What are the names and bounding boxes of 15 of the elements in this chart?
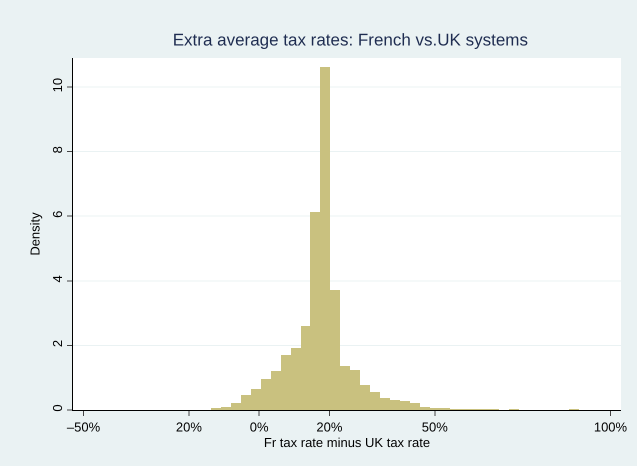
x-tick-label: 100% <box>594 420 628 435</box>
y-tick-label: 4 <box>50 275 65 282</box>
y-axis-title: Density <box>28 212 43 256</box>
x-tick-label: 50% <box>422 420 448 435</box>
y-tick-label: 6 <box>50 210 65 218</box>
x-tick-label: 20% <box>316 420 343 435</box>
chart-title: Extra average tax rates: French vs.UK systems <box>172 30 528 50</box>
y-tick-label: 2 <box>50 340 65 348</box>
x-axis-title: Fr tax rate minus UK tax rate <box>264 435 430 450</box>
x-tick-label: 20% <box>176 420 202 435</box>
x-tick-label: –50% <box>66 420 101 435</box>
y-tick-label: 0 <box>50 404 65 412</box>
y-tick-label: 10 <box>50 78 65 92</box>
x-tick-label: 0% <box>250 420 270 435</box>
y-tick-label: 8 <box>50 146 65 154</box>
